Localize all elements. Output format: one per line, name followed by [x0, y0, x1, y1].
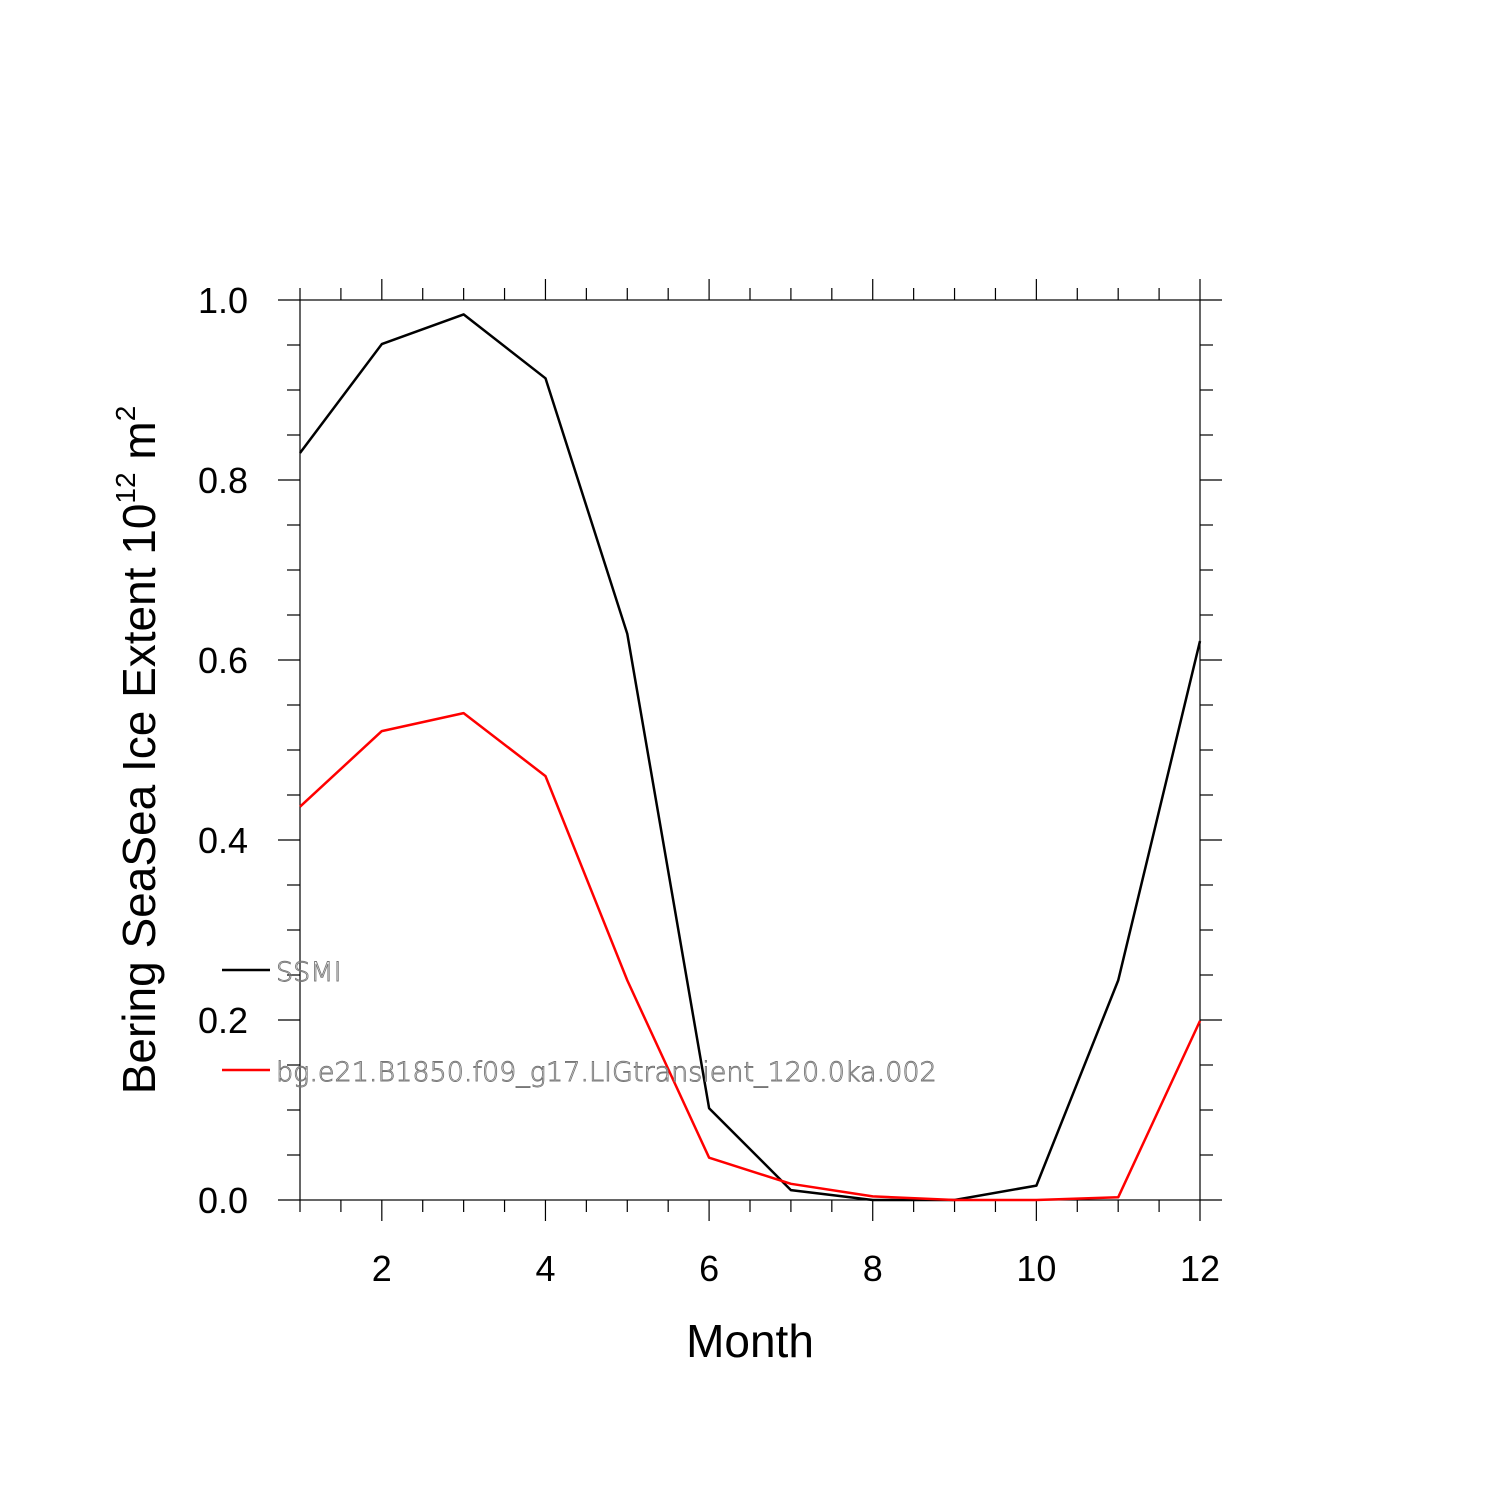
y-tick-label: 0.8: [198, 460, 248, 501]
y-axis-title-unit: m: [113, 421, 165, 472]
x-tick-label: 8: [863, 1248, 883, 1289]
legend-label-ssmi: SSMI: [276, 957, 342, 988]
legend-item-ssmi: SSMI: [222, 957, 342, 988]
legend-item-model: bg.e21.B1850.f09_g17.LIGtransient_120.0k…: [222, 1057, 937, 1088]
y-axis-title-exponent-1: 12: [110, 472, 141, 503]
y-axis-title-exponent-2: 2: [110, 406, 141, 422]
x-tick-label: 2: [372, 1248, 392, 1289]
x-axis-title: Month: [686, 1315, 814, 1367]
plot-frame: [299, 299, 1201, 1201]
x-tick-label: 12: [1180, 1248, 1220, 1289]
y-tick-label: 0.0: [198, 1180, 248, 1221]
x-tick-label: 10: [1016, 1248, 1056, 1289]
axis-ticks: [278, 279, 1222, 1221]
y-axis-title-main: Bering SeaSea Ice Extent 10: [113, 504, 165, 1095]
tick-labels: 2 4 6 8 10 12 0.0 0.2 0.4 0.6 0.8 1.0: [198, 280, 1220, 1289]
x-tick-label: 6: [699, 1248, 719, 1289]
x-tick-label: 4: [535, 1248, 555, 1289]
legend-label-model: bg.e21.B1850.f09_g17.LIGtransient_120.0k…: [276, 1057, 937, 1088]
y-tick-label: 0.6: [198, 640, 248, 681]
series-line-0: [299, 313, 1202, 1202]
y-axis-title: Bering SeaSea Ice Extent 1012 m2: [110, 406, 165, 1095]
series-layer: [299, 313, 1202, 1202]
y-tick-label: 1.0: [198, 280, 248, 321]
y-tick-label: 0.4: [198, 820, 248, 861]
legend: SSMI bg.e21.B1850.f09_g17.LIGtransient_1…: [222, 957, 937, 1088]
y-tick-label: 0.2: [198, 1000, 248, 1041]
series-line-1: [299, 711, 1202, 1202]
